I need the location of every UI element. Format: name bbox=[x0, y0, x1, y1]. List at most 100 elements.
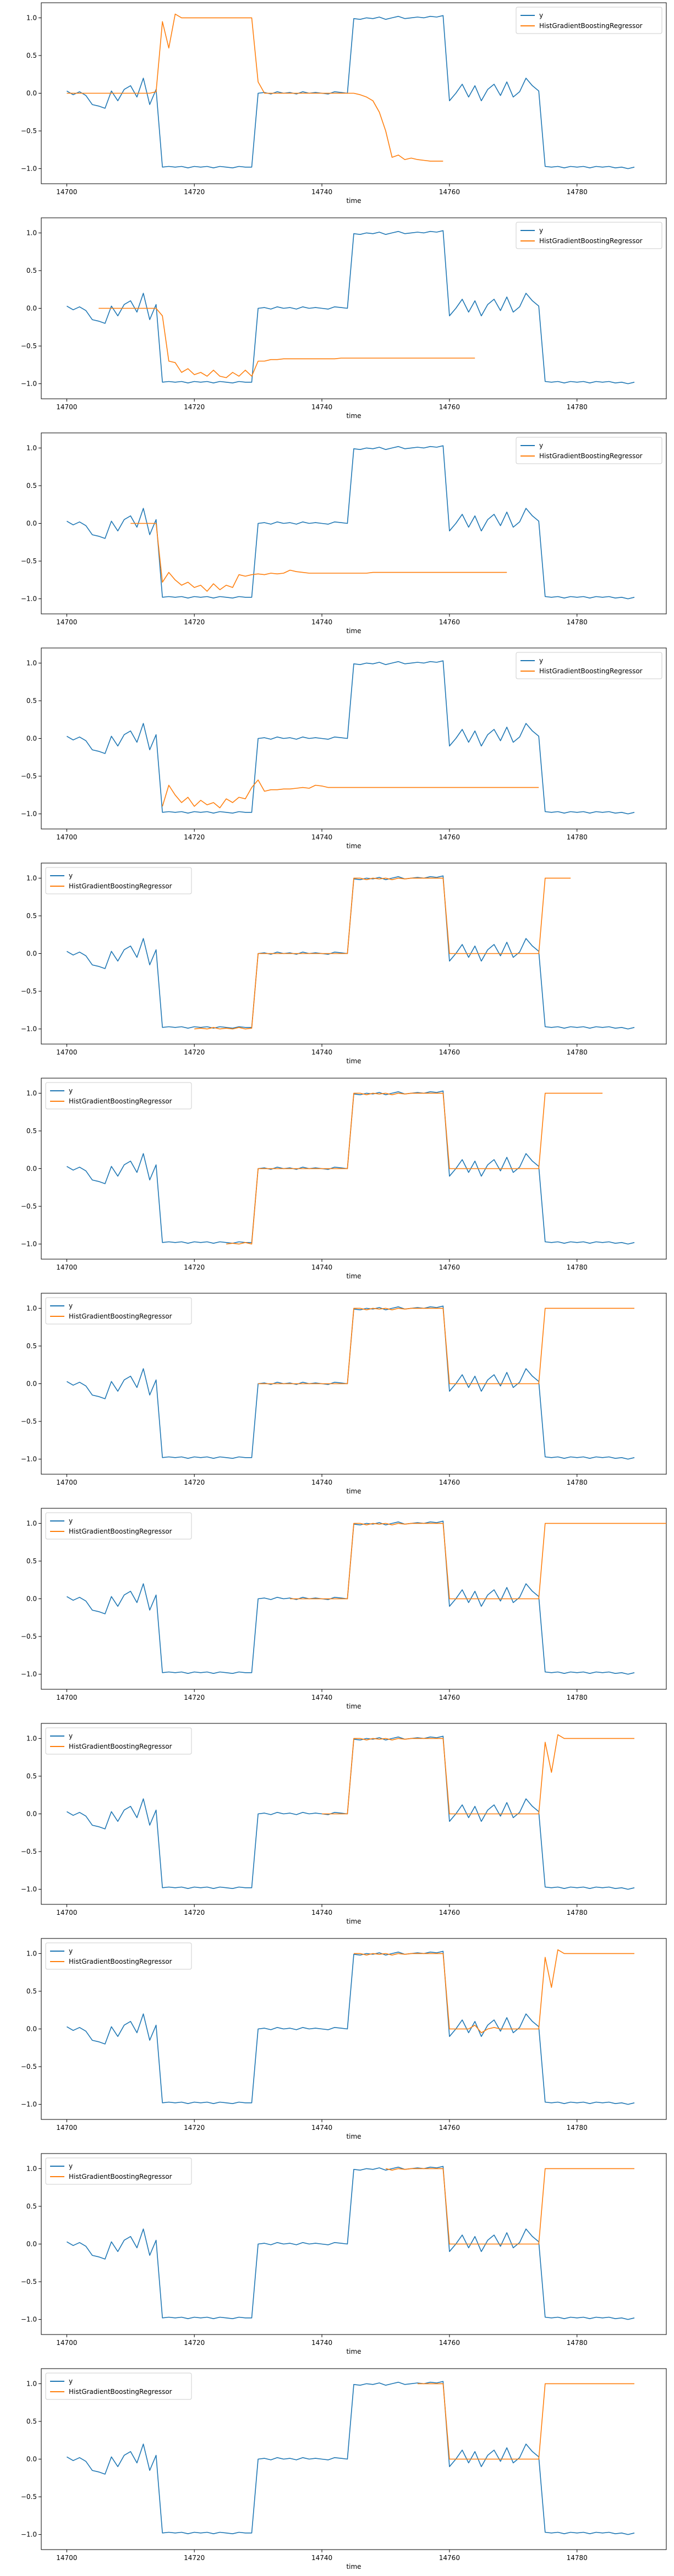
subplot-6: 14700 14720 14740 14760 14780 −1.0 −0.5 0.0 0.5 1… bbox=[21, 1078, 667, 1280]
x-tick-label: 14700 bbox=[56, 403, 77, 411]
x-axis-label: time bbox=[346, 1487, 361, 1495]
x-tick-label: 14740 bbox=[311, 1264, 332, 1271]
legend-label: HistGradientBoostingRegressor bbox=[539, 452, 643, 460]
x-tick-label: 14700 bbox=[56, 1048, 77, 1056]
y-tick-label: −1.0 bbox=[21, 1886, 37, 1893]
series-prediction-line bbox=[417, 2383, 634, 2460]
legend: y HistGradientBoostingRegressor bbox=[45, 1512, 192, 1540]
x-axis-label: time bbox=[346, 1272, 361, 1280]
x-tick-label: 14720 bbox=[184, 2339, 205, 2347]
y-tick-label: −1.0 bbox=[21, 595, 37, 603]
x-tick-label: 14720 bbox=[184, 1048, 205, 1056]
legend-box bbox=[45, 2157, 192, 2185]
x-tick-label: 14780 bbox=[567, 833, 588, 841]
series-prediction-line bbox=[67, 13, 443, 162]
subplot-4: 14700 14720 14740 14760 14780 −1.0 −0.5 0.0 0.5 1… bbox=[21, 647, 667, 850]
subplot-7: 14700 14720 14740 14760 14780 −1.0 −0.5 0.0 0.5 1… bbox=[21, 1293, 667, 1495]
legend: y HistGradientBoostingRegressor bbox=[45, 1727, 192, 1755]
x-tick-label: 14760 bbox=[439, 2339, 460, 2347]
x-axis-label: time bbox=[346, 1702, 361, 1710]
y-tick-label: −1.0 bbox=[21, 165, 37, 173]
y-tick-label: −0.5 bbox=[21, 772, 37, 780]
legend-label: y bbox=[69, 2162, 73, 2170]
x-tick-label: 14780 bbox=[567, 2339, 588, 2347]
x-axis-label: time bbox=[346, 842, 361, 850]
x-tick-label: 14740 bbox=[311, 188, 332, 196]
x-tick-label: 14700 bbox=[56, 1694, 77, 1701]
legend-label: HistGradientBoostingRegressor bbox=[539, 667, 643, 675]
y-tick-label: 1.0 bbox=[26, 1519, 37, 1527]
subplot-5: 14700 14720 14740 14760 14780 −1.0 −0.5 0.0 0.5 1… bbox=[21, 863, 667, 1065]
x-tick-label: 14700 bbox=[56, 833, 77, 841]
y-tick-label: −1.0 bbox=[21, 1025, 37, 1033]
x-tick-label: 14780 bbox=[567, 1264, 588, 1271]
legend: y HistGradientBoostingRegressor bbox=[516, 437, 662, 464]
series-prediction-line bbox=[354, 1949, 634, 2034]
series-prediction-line bbox=[162, 779, 539, 809]
series-y-line bbox=[66, 230, 635, 385]
subplot-12: 14700 14720 14740 14760 14780 −1.0 −0.5 0.0 0.5 1… bbox=[21, 2368, 667, 2570]
x-axis-label: time bbox=[346, 2348, 361, 2355]
x-axis-label: time bbox=[346, 412, 361, 420]
y-tick-label: 0.5 bbox=[26, 1127, 37, 1135]
x-tick-label: 14700 bbox=[56, 2124, 77, 2132]
x-tick-label: 14780 bbox=[567, 1479, 588, 1486]
y-tick-label: −0.5 bbox=[21, 987, 37, 995]
subplot-8: 14700 14720 14740 14760 14780 −1.0 −0.5 0.0 0.5 1… bbox=[21, 1508, 667, 1710]
x-tick-label: 14780 bbox=[567, 188, 588, 196]
x-tick-label: 14720 bbox=[184, 403, 205, 411]
y-tick-label: 0.0 bbox=[26, 2025, 37, 2033]
y-tick-label: 0.5 bbox=[26, 1342, 37, 1350]
legend-label: y bbox=[539, 227, 543, 234]
x-tick-label: 14760 bbox=[439, 1479, 460, 1486]
x-tick-label: 14700 bbox=[56, 1264, 77, 1271]
y-tick-label: −0.5 bbox=[21, 2493, 37, 2501]
legend-label: y bbox=[69, 1517, 73, 1525]
y-tick-label: −0.5 bbox=[21, 1202, 37, 1210]
x-tick-label: 14720 bbox=[184, 1694, 205, 1701]
y-tick-label: 0.0 bbox=[26, 520, 37, 528]
y-tick-label: 1.0 bbox=[26, 1304, 37, 1312]
legend-label: y bbox=[539, 657, 543, 664]
x-axis-label: time bbox=[346, 1057, 361, 1065]
legend: y HistGradientBoostingRegressor bbox=[45, 1942, 192, 1970]
y-tick-label: 0.5 bbox=[26, 267, 37, 274]
y-tick-label: 0.0 bbox=[26, 950, 37, 958]
series-prediction-line bbox=[385, 2168, 634, 2245]
series-y-line bbox=[66, 1951, 635, 2105]
subplot-3: 14700 14720 14740 14760 14780 −1.0 −0.5 0.0 0.5 1… bbox=[21, 432, 667, 635]
y-tick-label: −0.5 bbox=[21, 1418, 37, 1425]
y-tick-label: 0.0 bbox=[26, 1595, 37, 1603]
y-tick-label: 0.0 bbox=[26, 90, 37, 97]
y-tick-label: 0.0 bbox=[26, 1810, 37, 1818]
x-tick-label: 14780 bbox=[567, 2554, 588, 2562]
legend-label: HistGradientBoostingRegressor bbox=[69, 1528, 172, 1535]
legend-label: y bbox=[69, 2377, 73, 2385]
legend-label: HistGradientBoostingRegressor bbox=[539, 237, 643, 245]
x-tick-label: 14720 bbox=[184, 1479, 205, 1486]
x-tick-label: 14720 bbox=[184, 2124, 205, 2132]
y-tick-label: −1.0 bbox=[21, 2316, 37, 2324]
x-tick-label: 14740 bbox=[311, 2339, 332, 2347]
x-tick-label: 14760 bbox=[439, 188, 460, 196]
legend-label: y bbox=[69, 1947, 73, 1955]
x-tick-label: 14760 bbox=[439, 833, 460, 841]
y-tick-label: −1.0 bbox=[21, 2531, 37, 2539]
subplot-10: 14700 14720 14740 14760 14780 −1.0 −0.5 0.0 0.5 1… bbox=[21, 1938, 667, 2140]
y-tick-label: −0.5 bbox=[21, 557, 37, 565]
subplot-9: 14700 14720 14740 14760 14780 −1.0 −0.5 0.0 0.5 1… bbox=[21, 1723, 667, 1925]
x-tick-label: 14760 bbox=[439, 1909, 460, 1916]
x-tick-label: 14760 bbox=[439, 1264, 460, 1271]
x-tick-label: 14760 bbox=[439, 2124, 460, 2132]
legend: y HistGradientBoostingRegressor bbox=[516, 222, 662, 249]
series-prediction-line bbox=[130, 523, 507, 592]
y-tick-label: 0.5 bbox=[26, 482, 37, 490]
legend-label: HistGradientBoostingRegressor bbox=[69, 1743, 172, 1750]
legend-label: y bbox=[539, 442, 543, 449]
series-y-line bbox=[66, 445, 635, 600]
legend-label: y bbox=[69, 1087, 73, 1095]
legend-label: y bbox=[69, 872, 73, 880]
legend-box bbox=[45, 1297, 192, 1325]
y-tick-label: 1.0 bbox=[26, 1089, 37, 1097]
x-tick-label: 14700 bbox=[56, 2554, 77, 2562]
